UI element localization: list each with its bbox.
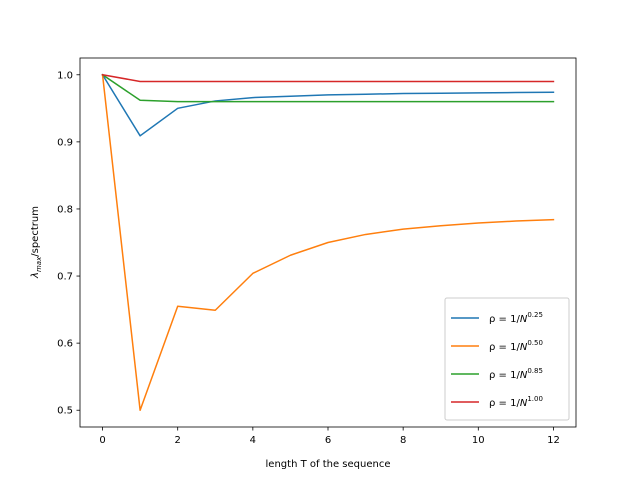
- x-tick-label: 6: [325, 435, 331, 446]
- y-tick-label: 0.5: [57, 406, 73, 417]
- legend: ρ = 1/N0.25 ρ = 1/N0.50 ρ = 1/N0.85 ρ = 1/N…: [444, 297, 570, 421]
- series-line-2: [101, 73, 555, 103]
- y-axis-ticks: 0.5 0.6 0.7 0.8 0.9 1.0: [57, 70, 80, 417]
- legend-label-3: ρ = 1/N1.00: [489, 395, 543, 409]
- y-axis-label: λmax/spectrum: [30, 206, 43, 279]
- y-tick-label: 0.8: [57, 204, 73, 215]
- y-tick-label: 1.0: [57, 70, 73, 81]
- series-line-1: [101, 73, 555, 411]
- legend-frame: [444, 297, 570, 421]
- series-layer: [101, 73, 555, 411]
- x-tick-label: 0: [99, 435, 105, 446]
- x-tick-label: 8: [400, 435, 406, 446]
- x-tick-label: 10: [472, 435, 485, 446]
- x-tick-label: 2: [175, 435, 181, 446]
- series-line-0: [101, 73, 555, 137]
- y-tick-label: 0.7: [57, 272, 73, 283]
- legend-label-2: ρ = 1/N0.85: [489, 367, 543, 381]
- legend-label-0: ρ = 1/N0.25: [489, 311, 543, 325]
- x-axis-label: length T of the sequence: [266, 459, 391, 470]
- series-line-3: [101, 73, 555, 83]
- y-tick-label: 0.6: [57, 339, 73, 350]
- x-axis-ticks: 0 2 4 6 8 10 12: [99, 427, 560, 446]
- y-tick-label: 0.9: [57, 137, 73, 148]
- x-tick-label: 4: [250, 435, 256, 446]
- legend-label-1: ρ = 1/N0.50: [489, 339, 543, 353]
- x-tick-label: 12: [547, 435, 560, 446]
